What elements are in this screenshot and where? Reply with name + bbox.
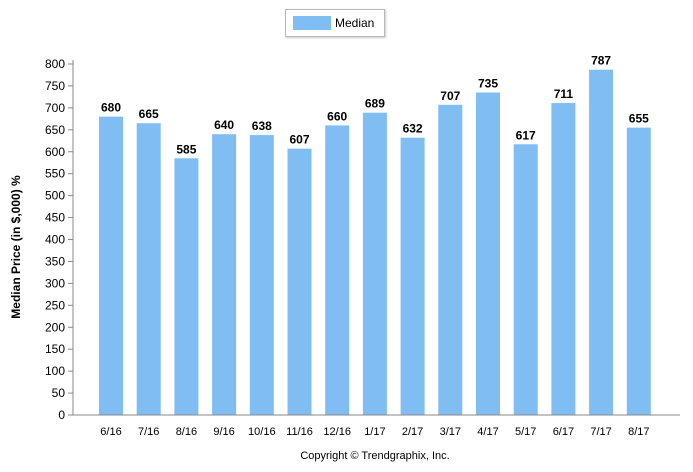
data-labels-group: 680 665 585 640 638 607 660 689 632 707 735 617 711 7… — [101, 54, 649, 157]
y-tick-label: 650 — [45, 123, 65, 137]
data-label: 735 — [478, 77, 498, 91]
data-label: 787 — [591, 54, 611, 68]
data-label: 689 — [365, 97, 385, 111]
data-label: 655 — [629, 112, 649, 126]
bar — [476, 92, 500, 416]
bars-group — [99, 69, 651, 416]
x-tick-label: 9/16 — [213, 426, 234, 438]
x-tick-label: 6/16 — [100, 426, 121, 438]
legend: Median — [285, 9, 385, 37]
data-label: 638 — [252, 119, 272, 133]
legend-swatch-median — [293, 16, 331, 30]
data-label: 632 — [403, 122, 423, 136]
x-tick-label: 12/16 — [323, 426, 351, 438]
data-label: 607 — [289, 133, 309, 147]
bar — [551, 103, 576, 415]
x-tick-label: 10/16 — [248, 426, 276, 438]
y-tick-label: 250 — [45, 298, 65, 312]
data-label: 585 — [176, 142, 196, 156]
x-tick-label: 8/17 — [628, 426, 649, 438]
y-tick-label: 100 — [45, 364, 65, 378]
bar — [136, 123, 161, 415]
y-tick-label: 50 — [52, 386, 66, 400]
data-label: 640 — [214, 118, 234, 132]
y-tick-label: 400 — [45, 233, 65, 247]
bar — [212, 134, 237, 415]
y-tick-label: 700 — [45, 101, 65, 115]
x-tick-label: 1/17 — [364, 426, 385, 438]
bar — [362, 112, 387, 416]
bar — [249, 135, 274, 415]
data-label: 711 — [554, 87, 574, 101]
y-axis-ticks: 0 50 100 150 200 250 300 350 400 450 500 550 600 650 7… — [45, 57, 73, 422]
x-tick-label: 11/16 — [286, 426, 313, 438]
bar — [174, 158, 199, 416]
bar — [400, 137, 425, 415]
x-tick-label: 6/17 — [553, 426, 574, 438]
x-tick-label: 7/16 — [138, 426, 159, 438]
y-tick-label: 300 — [45, 276, 65, 290]
x-tick-label: 4/17 — [477, 426, 498, 438]
x-tick-label: 8/16 — [176, 426, 197, 438]
data-label: 680 — [101, 101, 121, 115]
y-tick-label: 750 — [45, 79, 65, 93]
data-label: 707 — [440, 89, 460, 103]
y-tick-label: 600 — [45, 145, 65, 159]
bar — [325, 125, 350, 416]
bar — [438, 104, 463, 416]
x-tick-label: 3/17 — [440, 426, 461, 438]
bar — [99, 116, 123, 416]
y-tick-label: 200 — [45, 320, 65, 334]
y-tick-label: 150 — [45, 342, 65, 356]
bar — [626, 127, 651, 416]
x-axis-ticks: 6/16 7/16 8/16 9/16 10/16 11/16 12/16 1/17 2/17 3… — [100, 426, 649, 438]
bar — [287, 148, 312, 415]
y-tick-label: 500 — [45, 189, 65, 203]
y-tick-label: 0 — [58, 408, 65, 422]
x-tick-label: 2/17 — [402, 426, 423, 438]
x-tick-label: 7/17 — [590, 426, 611, 438]
bar — [513, 144, 538, 415]
copyright-text: Copyright © Trendgraphix, Inc. — [300, 450, 449, 462]
data-label: 665 — [139, 107, 159, 121]
y-axis-title: Median Price (in $,000) % — [9, 175, 23, 319]
x-tick-label: 5/17 — [515, 426, 536, 438]
y-tick-label: 550 — [45, 167, 65, 181]
bar — [589, 69, 614, 416]
y-tick-label: 800 — [45, 57, 65, 71]
data-label: 617 — [516, 128, 536, 142]
data-label: 660 — [327, 109, 347, 123]
y-tick-label: 450 — [45, 211, 65, 225]
y-tick-label: 350 — [45, 254, 65, 268]
legend-label-median: Median — [335, 16, 375, 30]
